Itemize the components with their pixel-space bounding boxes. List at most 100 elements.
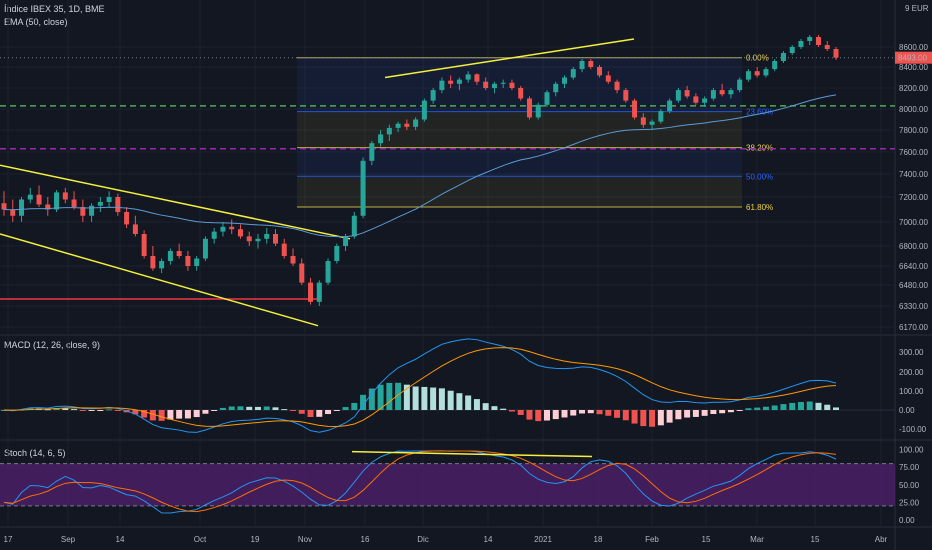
macd-legend[interactable]: MACD (12, 26, close, 9) [4,340,101,350]
candle-body [754,71,760,76]
candle-body [815,37,821,45]
candle-body [378,134,384,144]
time-label: Sep [61,535,76,544]
macd-tick-label: -100.00 [899,425,927,434]
macd-histogram-bar [500,408,507,410]
ema-legend[interactable]: EMA (50, close) [4,17,68,27]
candle-body [404,123,410,127]
macd-histogram-bar [447,390,454,410]
candle-body [702,98,708,103]
candle-body [369,143,375,161]
time-label: 17 [4,535,13,544]
candle-body [97,202,103,206]
candle-body [518,88,524,99]
macd-histogram-bar [106,409,113,411]
candle-body [45,204,51,210]
candle-body [351,215,357,237]
symbol-title: Índice IBEX 35, 1D, BME [4,4,105,14]
time-label: 16 [361,535,370,544]
stoch-legend[interactable]: Stoch (14, 6, 5) [4,448,66,458]
macd-histogram-bar [438,388,445,410]
macd-histogram-bar [272,407,279,410]
time-label: Mar [750,535,764,544]
macd-histogram-bar [202,410,209,414]
candle-body [719,90,725,95]
macd-tick-label: 300.00 [899,348,924,357]
resistance-trendline [384,38,635,79]
macd-histogram-bar [535,410,542,422]
candle-body [308,282,314,302]
macd-histogram-bar [71,409,78,411]
candle-body [737,79,743,91]
macd-histogram-bar [316,410,323,417]
macd-histogram-bar [228,406,235,410]
macd-histogram-bar [806,401,813,410]
macd-histogram-bar [684,410,691,418]
price-tick-label: 6800.00 [899,242,928,251]
macd-histogram-bar [745,408,752,410]
macd-histogram-bar [307,410,314,417]
candle-body [465,74,471,80]
macd-histogram-bar [579,410,586,414]
macd-histogram-bar [692,410,699,417]
time-label: 19 [251,535,260,544]
macd-histogram-bar [298,410,305,414]
stoch-divergence-line [351,450,593,458]
candle-body [264,234,270,239]
fib-level-label: 23.60% [746,108,773,117]
macd-histogram-bar [193,410,200,418]
macd-line [3,338,837,433]
candle-body [80,207,86,216]
macd-histogram-bar [631,410,638,424]
macd-histogram-bar [789,402,796,410]
candle-body [710,90,716,99]
macd-histogram-bar [430,387,437,410]
macd-histogram-bar [491,406,498,410]
time-label: Nov [298,535,312,544]
candle-body [605,75,611,82]
candle-body [675,90,681,101]
candle-body [500,82,506,84]
candle-body [579,61,585,70]
candle-body [588,61,594,67]
candle-body [509,82,515,88]
candle-body [167,251,173,261]
stoch-tick-label: 75.00 [899,463,920,472]
macd-histogram-bar [465,395,472,410]
macd-histogram-bar [526,410,533,420]
macd-histogram-bar [412,386,419,410]
fib-retracement: 0.00% 23.60% 38.20% 50.00% 61.80% [0,54,895,212]
macd-signal-line [3,347,837,428]
candle-body [115,197,121,212]
stoch-d-line [3,450,837,513]
candle-body [649,121,655,125]
candle-body [106,197,112,202]
candle-body [19,199,25,216]
time-label: Dic [417,535,429,544]
candle-body [640,117,646,125]
fib-zone [297,111,742,148]
candle-body [386,127,392,135]
macd-histogram-bar [543,410,550,421]
candle-body [483,81,489,88]
candle-body [176,251,182,256]
macd-histogram-bar [640,410,647,427]
candle-body [439,80,445,91]
price-tick-label: 7800.00 [899,126,928,135]
candle-body [807,37,813,41]
candle-body [343,236,349,246]
macd-histogram-bar [114,410,121,411]
candle-body [316,282,322,302]
macd-tick-label: 200.00 [899,368,924,377]
candle-body [229,226,235,230]
currency-label: 9 EUR [905,4,929,13]
candle-body [448,80,454,84]
macd-histogram-bar [342,407,349,410]
time-label: 14 [484,535,493,544]
candle-body [194,258,200,266]
candle-body [395,123,401,128]
macd-histogram-bar [211,410,218,411]
candle-body [71,199,77,207]
candle-body [491,83,497,88]
